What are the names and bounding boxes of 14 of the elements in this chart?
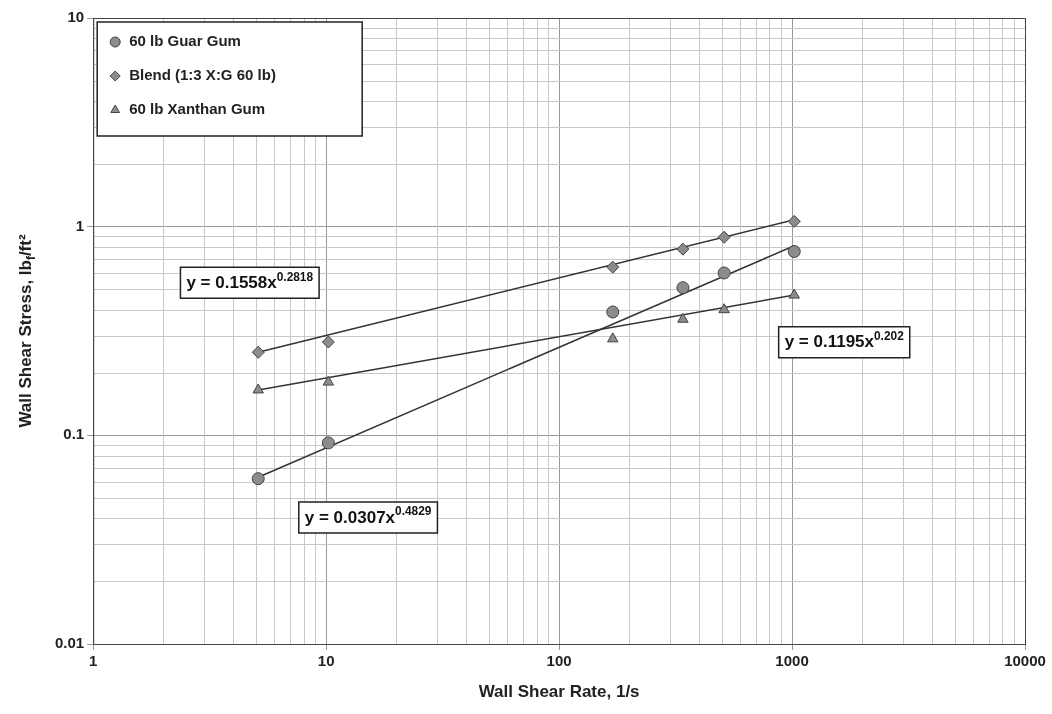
x-tick-label: 10000 bbox=[1004, 652, 1046, 670]
y-axis-title: Wall Shear Stress, lbf/ft² bbox=[15, 234, 39, 428]
x-axis-title: Wall Shear Rate, 1/s bbox=[478, 681, 640, 701]
y-tick-label: 0.1 bbox=[63, 425, 85, 443]
x-tick-label: 10 bbox=[317, 652, 335, 670]
y-tick-label: 0.01 bbox=[54, 634, 85, 652]
y-tick-label: 1 bbox=[75, 216, 85, 234]
x-tick-label: 100 bbox=[546, 652, 572, 670]
legend-label: 60 lb Xanthan Gum bbox=[129, 100, 266, 118]
legend-label: Blend (1:3 X:G 60 lb) bbox=[129, 66, 276, 84]
legend-label: 60 lb Guar Gum bbox=[129, 32, 241, 50]
x-tick-label: 1000 bbox=[775, 652, 809, 670]
x-tick-label: 1 bbox=[89, 652, 98, 670]
y-tick-label: 10 bbox=[67, 8, 85, 26]
